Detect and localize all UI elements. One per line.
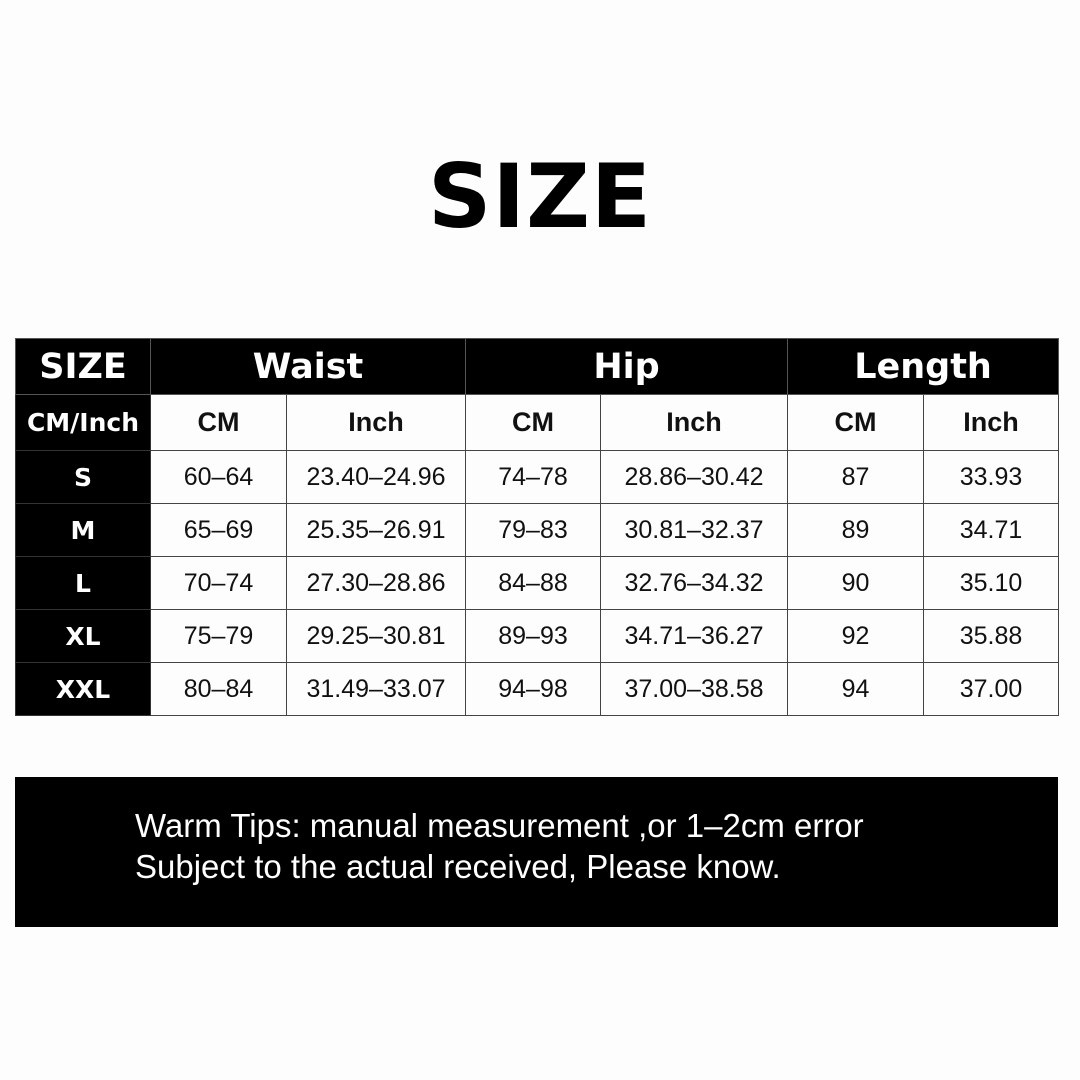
size-header: SIZE [15, 338, 151, 395]
measurement-cell: 94 [787, 662, 925, 716]
measurement-cell: 34.71–36.27 [600, 609, 789, 663]
measurement-cell: 29.25–30.81 [285, 609, 467, 663]
measurement-cell: 74–78 [465, 450, 602, 504]
measurement-cell: 35.10 [923, 556, 1060, 610]
hip-header: Hip [465, 338, 789, 395]
page-title: SIZE [427, 145, 653, 248]
measurement-cell: 34.71 [923, 503, 1060, 557]
measurement-cell: 89–93 [465, 609, 602, 663]
measurement-cell: 80–84 [150, 662, 287, 716]
table-row: XXL 80–84 31.49–33.07 94–98 37.00–38.58 94 37.… [15, 662, 1060, 716]
warm-tips-box: Warm Tips: manual measurement ,or 1–2cm … [15, 777, 1058, 927]
unit-header: CM [465, 394, 602, 451]
size-label: XL [15, 609, 151, 663]
unit-header: Inch [923, 394, 1060, 451]
table-row: M 65–69 25.35–26.91 79–83 30.81–32.37 89 34.71 [15, 503, 1060, 557]
measurement-cell: 75–79 [150, 609, 287, 663]
table-row: L 70–74 27.30–28.86 84–88 32.76–34.32 90 35.10 [15, 556, 1060, 610]
measurement-cell: 87 [787, 450, 925, 504]
table-row: XL 75–79 29.25–30.81 89–93 34.71–36.27 92 35.8… [15, 609, 1060, 663]
measurement-cell: 79–83 [465, 503, 602, 557]
measurement-cell: 28.86–30.42 [600, 450, 789, 504]
unit-header: CM [787, 394, 925, 451]
tips-line-2: Subject to the actual received, Please k… [135, 848, 781, 885]
measurement-cell: 31.49–33.07 [285, 662, 467, 716]
measurement-cell: 23.40–24.96 [285, 450, 467, 504]
measurement-cell: 90 [787, 556, 925, 610]
measurement-cell: 37.00 [923, 662, 1060, 716]
measurement-cell: 84–88 [465, 556, 602, 610]
group-header-row: SIZE Waist Hip Length [15, 338, 1060, 395]
unit-label: CM/Inch [15, 394, 151, 451]
size-label: M [15, 503, 151, 557]
measurement-cell: 33.93 [923, 450, 1060, 504]
length-header: Length [787, 338, 1060, 395]
table-row: S 60–64 23.40–24.96 74–78 28.86–30.42 87 33.93 [15, 450, 1060, 504]
unit-header-row: CM/Inch CM Inch CM Inch CM Inch [15, 394, 1060, 451]
measurement-cell: 27.30–28.86 [285, 556, 467, 610]
measurement-cell: 89 [787, 503, 925, 557]
measurement-cell: 32.76–34.32 [600, 556, 789, 610]
size-label: S [15, 450, 151, 504]
measurement-cell: 30.81–32.37 [600, 503, 789, 557]
tips-line-1: Warm Tips: manual measurement ,or 1–2cm … [135, 807, 864, 844]
measurement-cell: 60–64 [150, 450, 287, 504]
measurement-cell: 65–69 [150, 503, 287, 557]
measurement-cell: 25.35–26.91 [285, 503, 467, 557]
measurement-cell: 35.88 [923, 609, 1060, 663]
measurement-cell: 37.00–38.58 [600, 662, 789, 716]
size-chart-table: SIZE Waist Hip Length CM/Inch CM Inch CM… [15, 338, 1060, 716]
size-label: L [15, 556, 151, 610]
unit-header: Inch [285, 394, 467, 451]
size-label: XXL [15, 662, 151, 716]
waist-header: Waist [149, 338, 467, 395]
measurement-cell: 92 [787, 609, 925, 663]
measurement-cell: 94–98 [465, 662, 602, 716]
unit-header: CM [150, 394, 287, 451]
measurement-cell: 70–74 [150, 556, 287, 610]
unit-header: Inch [600, 394, 789, 451]
